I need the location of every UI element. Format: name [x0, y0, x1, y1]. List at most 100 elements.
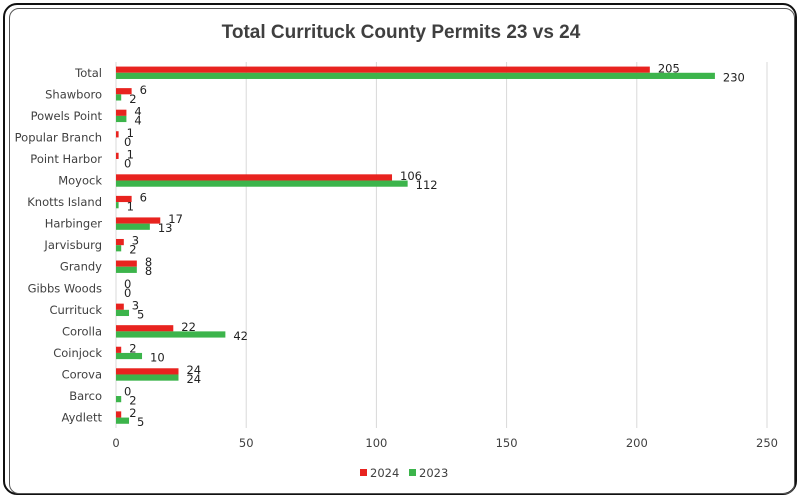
category-label: Point Harbor	[30, 152, 102, 166]
data-label-2024: 3	[132, 298, 139, 312]
bar-2023	[116, 266, 137, 273]
bar-2023	[116, 245, 122, 252]
bar-2023	[116, 202, 119, 209]
category-label: Currituck	[49, 303, 102, 317]
data-label-2024: 205	[658, 61, 680, 75]
data-label-2023: 0	[124, 135, 131, 149]
x-tick-label: 0	[112, 436, 119, 450]
data-label-2023: 24	[186, 372, 201, 386]
bar-2023	[116, 180, 408, 187]
category-label: Barco	[69, 389, 102, 403]
x-tick-label: 250	[756, 436, 778, 450]
bar-2023	[116, 331, 226, 338]
bar-2023	[116, 309, 130, 317]
data-label-2024: 17	[168, 212, 183, 226]
data-label-2023: 112	[416, 178, 438, 192]
data-label-2024: 8	[145, 255, 152, 269]
data-label-2024: 1	[127, 126, 134, 140]
legend-swatch-2024	[360, 469, 367, 476]
bar-2023	[116, 396, 122, 403]
bar-2024	[116, 346, 122, 353]
category-label: Gibbs Woods	[28, 281, 102, 295]
legend-label-2023: 2023	[419, 466, 448, 480]
bar-2024	[116, 325, 174, 332]
chart-frame	[3, 3, 797, 495]
bar-2024	[116, 195, 132, 203]
gridlines	[115, 62, 768, 428]
x-tick-label: 50	[239, 436, 254, 450]
data-label-2024: 6	[140, 191, 147, 205]
data-label-2024: 3	[132, 234, 139, 248]
data-label-2023: 5	[137, 307, 144, 321]
category-label: Aydlett	[62, 411, 103, 425]
bar-2024	[116, 66, 650, 73]
bar-2023	[116, 72, 715, 79]
category-label: Harbinger	[45, 217, 103, 231]
x-tick-label: 150	[496, 436, 518, 450]
bar-2024	[116, 217, 161, 224]
chart-title: Total Currituck County Permits 23 vs 24	[222, 22, 581, 43]
data-label-2023: 10	[150, 350, 165, 364]
chart-area-border	[9, 8, 795, 494]
bar-2024	[116, 303, 124, 310]
legend: 2024 2023	[360, 466, 448, 480]
category-label: Shawboro	[45, 87, 102, 101]
data-label-2023: 42	[233, 329, 248, 343]
category-label: Popular Branch	[15, 130, 102, 144]
data-label-2024: 0	[124, 277, 131, 291]
data-label-2023: 2	[129, 394, 136, 408]
bar-2024	[116, 174, 393, 181]
x-tick-label: 200	[626, 436, 648, 450]
category-label: Jarvisburg	[43, 238, 102, 252]
category-label: Total	[74, 66, 102, 80]
bar-2024	[116, 238, 124, 246]
bar-2024	[116, 260, 137, 267]
data-label-2024: 4	[134, 104, 141, 118]
data-label-2024: 0	[124, 385, 131, 399]
data-label-2023: 230	[723, 70, 745, 84]
data-label-2023: 0	[124, 286, 131, 300]
bar-2023	[116, 352, 143, 360]
data-labels: 2052306244101010611261171332880035224221…	[124, 61, 745, 429]
data-label-2023: 0	[124, 156, 131, 170]
bar-2023	[116, 374, 179, 381]
category-label: Corolla	[62, 324, 102, 338]
category-label: Moyock	[58, 174, 102, 188]
data-label-2024: 1	[127, 147, 134, 161]
data-label-2024: 6	[140, 83, 147, 97]
bar-2023	[116, 223, 150, 230]
bar-2024	[116, 88, 132, 95]
bar-2023	[116, 115, 127, 123]
category-axis: Total Shawboro Powels Point Popular Branch P…	[15, 66, 103, 425]
legend-swatch-2023	[409, 469, 416, 476]
data-label-2024: 2	[129, 406, 136, 420]
data-label-2023: 13	[158, 221, 173, 235]
bar-2023	[116, 94, 122, 101]
data-label-2024: 106	[400, 169, 422, 183]
bars	[116, 66, 715, 424]
data-label-2023: 5	[137, 415, 144, 429]
data-label-2023: 1	[127, 200, 134, 214]
category-label: Knotts Island	[27, 195, 102, 209]
data-label-2024: 2	[129, 341, 136, 355]
bar-2023	[116, 417, 130, 424]
data-label-2023: 2	[129, 243, 136, 257]
bar-2024	[116, 368, 179, 375]
legend-label-2024: 2024	[370, 466, 399, 480]
data-label-2024: 24	[186, 363, 201, 377]
category-label: Powels Point	[31, 109, 103, 123]
data-label-2023: 8	[145, 264, 152, 278]
category-label: Coinjock	[53, 346, 102, 360]
data-label-2023: 2	[129, 92, 136, 106]
value-axis: 0 50 100 150 200 250	[112, 436, 778, 450]
bar-2024	[116, 152, 119, 159]
bar-2024	[116, 411, 122, 418]
x-tick-label: 100	[365, 436, 387, 450]
bar-2024	[116, 109, 127, 116]
category-label: Grandy	[60, 260, 102, 274]
category-label: Corova	[62, 367, 102, 381]
data-label-2024: 22	[181, 320, 196, 334]
data-label-2023: 4	[134, 113, 141, 127]
bar-2024	[116, 131, 119, 138]
